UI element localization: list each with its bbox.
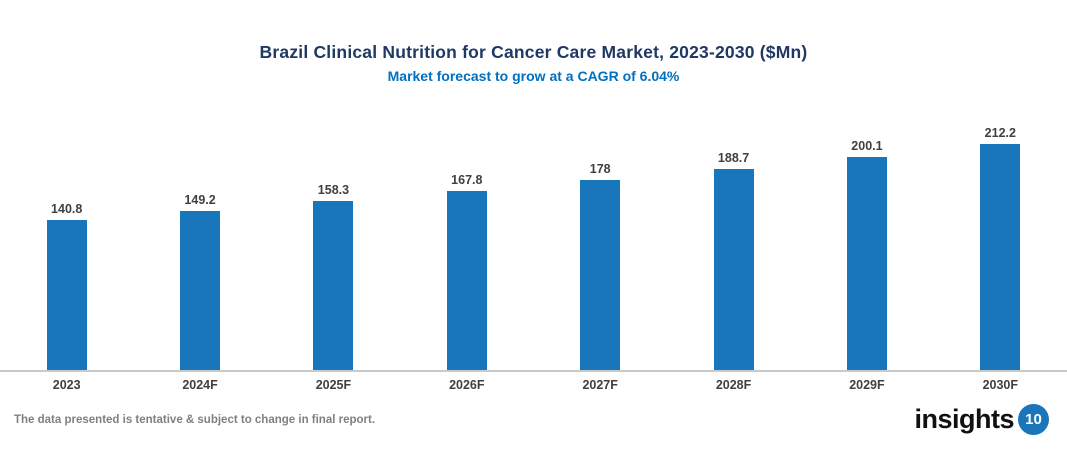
x-axis-tick-label: 2023 bbox=[52, 378, 81, 392]
bar bbox=[846, 157, 887, 370]
logo-badge: 10 bbox=[1018, 404, 1049, 435]
bar-value-label: 200.1 bbox=[851, 139, 883, 153]
bar-chart: 140.8 149.2 158.3 167.8 178 188.7 200.1 212.2 2… bbox=[0, 124, 1067, 392]
bar-column: 212.2 bbox=[934, 124, 1067, 370]
x-axis-tick-label: 2024F bbox=[182, 378, 218, 392]
bar-column: 158.3 bbox=[267, 124, 400, 370]
logo-text: insights bbox=[914, 404, 1014, 434]
plot-area: 140.8 149.2 158.3 167.8 178 188.7 200.1 212.2 bbox=[0, 124, 1067, 370]
bar-column: 200.1 bbox=[800, 124, 933, 370]
bar bbox=[446, 191, 487, 370]
disclaimer-text: The data presented is tentative & subjec… bbox=[14, 413, 376, 426]
x-axis-tick-label: 2030F bbox=[982, 378, 1019, 392]
bar bbox=[713, 169, 754, 370]
bar-value-label: 188.7 bbox=[717, 151, 750, 165]
bar-value-label: 149.2 bbox=[184, 193, 216, 207]
bar bbox=[46, 220, 87, 370]
bar-value-label: 167.8 bbox=[451, 173, 483, 187]
chart-title: Brazil Clinical Nutrition for Cancer Car… bbox=[259, 42, 808, 62]
chart-subtitle: Market forecast to grow at a CAGR of 6.0… bbox=[387, 68, 680, 84]
bar-column: 149.2 bbox=[133, 124, 266, 370]
bar-value-label: 178 bbox=[589, 162, 611, 176]
bar-column: 178 bbox=[534, 124, 667, 370]
bar bbox=[980, 144, 1021, 370]
x-axis-tick-label: 2028F bbox=[715, 378, 752, 392]
insights10-logo: insights 10 bbox=[914, 404, 1049, 435]
bar bbox=[180, 211, 221, 370]
x-axis-tick-label: 2025F bbox=[315, 378, 352, 392]
bar bbox=[580, 180, 621, 370]
bar-value-label: 212.2 bbox=[984, 126, 1016, 140]
bar-column: 188.7 bbox=[667, 124, 800, 370]
bar-column: 140.8 bbox=[0, 124, 133, 370]
x-axis-line bbox=[0, 370, 1067, 372]
footer: The data presented is tentative & subjec… bbox=[0, 404, 1067, 435]
x-axis-tick-label: 2029F bbox=[849, 378, 885, 392]
bar bbox=[313, 201, 354, 370]
bar-value-label: 140.8 bbox=[51, 202, 83, 216]
x-axis-tick-label: 2026F bbox=[449, 378, 485, 392]
bar-column: 167.8 bbox=[400, 124, 533, 370]
x-axis-tick-label: 2027F bbox=[582, 378, 618, 392]
x-axis-ticks: 2023 2024F 2025F 2026F 2027F 2028F 2029F 2030F bbox=[0, 372, 1067, 392]
bar-value-label: 158.3 bbox=[317, 183, 350, 197]
